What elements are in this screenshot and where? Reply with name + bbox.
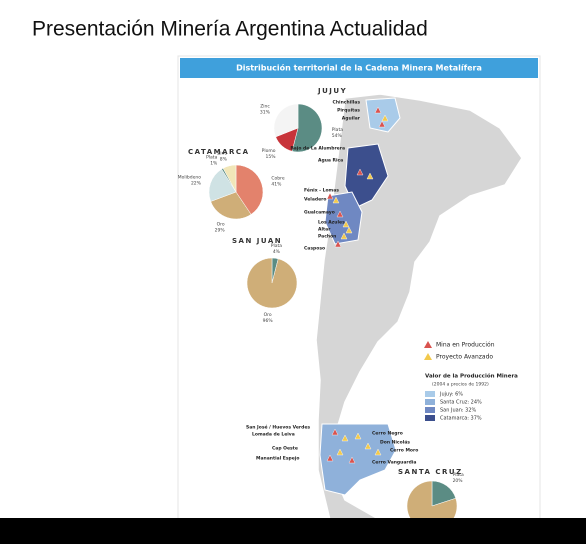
- legend-entry: Santa Cruz: 24%: [440, 400, 482, 406]
- slice-label: Oro: [264, 312, 272, 318]
- bottom-bar: [0, 518, 586, 544]
- province-catamarca: [344, 143, 389, 209]
- slice-label: Oro: [217, 222, 225, 228]
- site-marker: [340, 232, 348, 240]
- site-label: Pachón: [318, 233, 336, 240]
- slice-label: Plata: [206, 155, 217, 161]
- legend-label: Proyecto Avanzado: [436, 354, 493, 361]
- site-label: Lomada de Leiva: [252, 432, 295, 438]
- legend-value-title: Valor de la Producción Minera: [425, 373, 518, 380]
- province-label: CATAMARCA: [188, 148, 250, 156]
- legend-entry: Catamarca: 37%: [440, 416, 482, 422]
- province-label: SAN JUAN: [232, 237, 282, 245]
- site-label: Fénix - Lomas: [304, 187, 339, 194]
- slice-label: Cobre: [271, 176, 285, 182]
- map-title: Distribución territorial de la Cadena Mi…: [236, 63, 482, 73]
- site-label: Agua Rica: [318, 158, 343, 164]
- site-label: Pirquitas: [337, 108, 360, 114]
- site-marker: [345, 226, 353, 234]
- slice-value-label: 31%: [260, 109, 271, 115]
- pie-slice: [208, 168, 237, 202]
- slice-value-label: 4%: [273, 249, 281, 255]
- slice-value-label: 1%: [210, 161, 218, 167]
- site-label: Cerro Negro: [372, 431, 403, 437]
- legend-swatch: [425, 399, 435, 405]
- site-marker: [326, 454, 334, 462]
- site-label: Don Nicolás: [380, 439, 410, 446]
- legend-marker-production: [424, 341, 432, 348]
- legend-entry: San Juan: 32%: [440, 408, 477, 414]
- province-label: SANTA CRUZ: [398, 468, 463, 476]
- slice-label: Molibdeno: [178, 175, 201, 181]
- slice-label: Plata: [271, 243, 282, 249]
- legend-swatch: [425, 415, 435, 421]
- slice-value-label: 15%: [265, 154, 276, 160]
- site-marker: [331, 428, 339, 436]
- pie-slice: [235, 164, 264, 215]
- site-marker: [378, 120, 386, 128]
- pie-slice: [210, 191, 252, 220]
- site-marker: [336, 448, 344, 456]
- legend-value-subtitle: (2004 a precios de 1992): [432, 382, 489, 388]
- legend-swatch: [425, 407, 435, 413]
- site-label: Bajo de La Alumbrera: [290, 146, 345, 152]
- country: [315, 93, 523, 521]
- slice-value-label: 8%: [220, 157, 228, 163]
- site-label: Gualcamayo: [304, 210, 335, 216]
- site-marker: [348, 456, 356, 464]
- site-label: San José / Huevos Verdes: [246, 424, 310, 431]
- pie-slice: [222, 164, 237, 193]
- slice-value-label: 22%: [191, 181, 202, 187]
- legend-swatch: [425, 391, 435, 397]
- site-marker: [364, 442, 372, 450]
- site-label: Veladero: [304, 197, 326, 203]
- pie-slice: [246, 257, 298, 309]
- slice-label: Zinc: [217, 151, 227, 157]
- site-marker: [336, 210, 344, 218]
- site-label: Altar: [318, 227, 331, 233]
- slice-label: Plomo: [262, 148, 276, 154]
- province-san-juan: [324, 191, 363, 245]
- site-label: Cerro Vanguardia: [372, 460, 416, 466]
- pie-slice: [291, 103, 323, 153]
- site-marker: [334, 240, 342, 248]
- slice-label: Plata: [332, 127, 343, 133]
- site-marker: [341, 434, 349, 442]
- site-marker: [374, 106, 382, 114]
- site-label: Cerro Moro: [390, 448, 418, 454]
- site-marker: [326, 192, 334, 200]
- site-marker: [356, 168, 364, 176]
- site-label: Casposo: [304, 246, 325, 252]
- site-marker: [381, 114, 389, 122]
- map-header: [180, 58, 538, 78]
- site-label: Cap Oeste: [272, 446, 298, 452]
- legend-label: Mina en Producción: [436, 342, 495, 349]
- slide-title: Presentación Minería Argentina Actualida…: [32, 18, 428, 41]
- site-marker: [342, 220, 350, 228]
- slice-value-label: 54%: [332, 133, 343, 139]
- legend-entry: Jujuy: 6%: [439, 392, 463, 398]
- province-jujuy: [365, 97, 401, 133]
- province-label: JUJUY: [317, 87, 347, 95]
- site-marker: [366, 172, 374, 180]
- site-marker: [332, 196, 340, 204]
- slice-label: Plata: [453, 472, 464, 478]
- legend: Mina en Producción Proyecto Avanzado Val…: [424, 341, 518, 422]
- site-marker: [374, 448, 382, 456]
- pie-slice: [273, 103, 299, 138]
- slice-label: Zinc: [260, 103, 270, 109]
- site-label: Aguilar: [342, 116, 361, 122]
- slice-value-label: 29%: [215, 228, 226, 234]
- site-label: Chinchillas: [333, 100, 361, 106]
- legend-marker-project: [424, 353, 432, 360]
- site-marker: [354, 432, 362, 440]
- site-label: Los Azules: [318, 220, 345, 226]
- province-santa-cruz: [319, 423, 397, 496]
- slice-value-label: 96%: [263, 318, 274, 324]
- slice-value-label: 41%: [271, 182, 282, 188]
- slice-value-label: 20%: [453, 478, 464, 484]
- site-label: Manantial Espejo: [256, 456, 299, 462]
